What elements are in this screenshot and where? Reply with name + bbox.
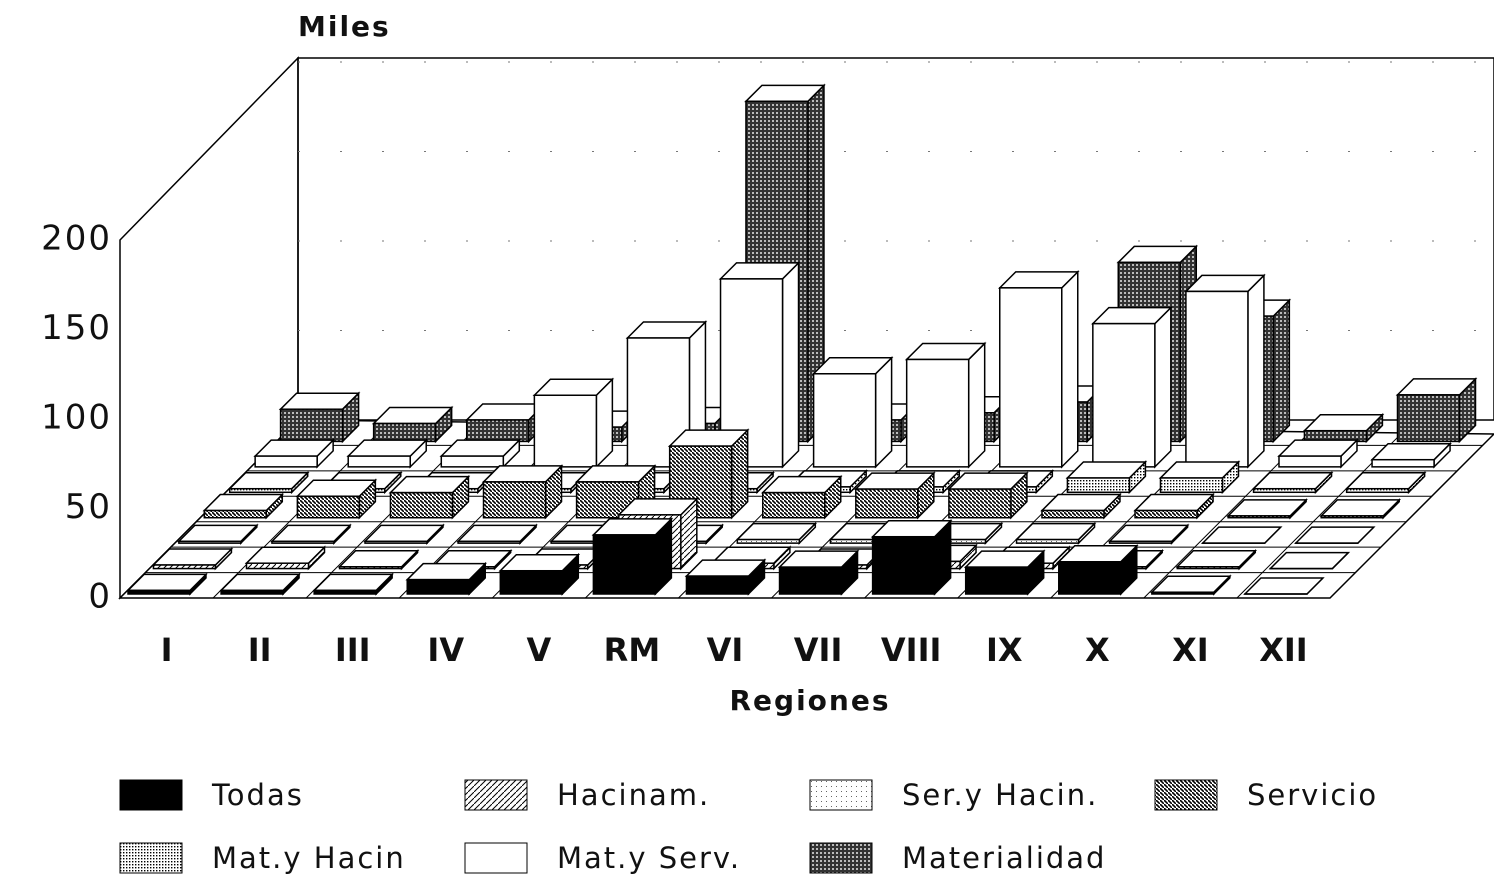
legend-label: Ser.y Hacin. <box>902 778 1098 812</box>
x-tick-label: VIII <box>881 631 941 669</box>
bar <box>126 572 208 596</box>
x-tick-label: II <box>248 631 272 669</box>
bar <box>346 438 429 469</box>
x-tick-label: V <box>526 631 551 669</box>
bar <box>760 474 843 520</box>
x-tick-label: VII <box>794 631 843 669</box>
bar <box>667 428 750 520</box>
legend-swatch <box>464 779 528 811</box>
legend-swatch <box>464 842 528 874</box>
bar <box>227 470 310 495</box>
bar <box>371 405 454 444</box>
bar <box>870 518 953 596</box>
bar <box>270 523 352 545</box>
legend-swatch <box>119 842 183 874</box>
legend-label: Todas <box>211 778 304 812</box>
bar <box>1395 377 1478 444</box>
bar <box>312 572 394 596</box>
bar <box>177 523 259 545</box>
x-tick-label: XI <box>1172 631 1209 669</box>
x-tick-label: VI <box>707 631 744 669</box>
bar <box>1268 551 1351 570</box>
bar <box>1175 548 1258 571</box>
bar <box>439 438 522 469</box>
y-tick-label: 50 <box>65 487 112 527</box>
bar <box>244 545 327 571</box>
bar <box>1158 460 1241 495</box>
bar <box>219 572 301 596</box>
bar <box>1370 441 1452 469</box>
bar <box>464 402 547 444</box>
bar <box>498 552 581 596</box>
legend-label: Mat.y Hacin <box>212 841 406 875</box>
y-tick-label: 0 <box>88 577 112 617</box>
bar <box>735 521 818 545</box>
bar <box>684 558 767 596</box>
legend-label: Hacinam. <box>557 778 710 812</box>
bar <box>1251 470 1334 495</box>
x-tick-label: IV <box>427 631 464 669</box>
y-tick-label: 200 <box>41 219 112 259</box>
bar <box>1056 543 1139 596</box>
legend-label: Servicio <box>1247 778 1378 812</box>
bar <box>1184 273 1266 469</box>
y-tick-label: 150 <box>41 308 112 348</box>
bar <box>904 341 987 469</box>
legend-swatch <box>1154 779 1218 811</box>
x-tick-label: XII <box>1259 631 1307 669</box>
legend-swatch <box>809 779 873 811</box>
bar <box>1014 521 1097 545</box>
bar <box>1319 498 1402 520</box>
bar <box>481 464 564 520</box>
x-tick-label: I <box>161 631 173 669</box>
bar <box>278 391 361 444</box>
y-axis-title: Miles <box>298 10 391 43</box>
bar <box>1065 460 1148 495</box>
bar <box>854 471 936 520</box>
bar <box>997 270 1080 469</box>
bar <box>363 523 445 545</box>
bar <box>295 478 378 520</box>
bar <box>1150 574 1232 596</box>
bar <box>405 561 488 596</box>
bar <box>963 549 1046 596</box>
bar <box>591 517 674 596</box>
bar <box>456 523 538 545</box>
bar <box>811 355 894 469</box>
bar <box>1040 492 1122 520</box>
bar <box>777 549 860 596</box>
bar <box>388 474 471 520</box>
bar <box>1243 577 1325 595</box>
x-tick-label: RM <box>604 631 660 669</box>
bar <box>202 492 285 520</box>
bar <box>947 471 1029 520</box>
y-tick-label: 100 <box>41 398 112 438</box>
bar <box>1226 498 1308 520</box>
x-tick-label: III <box>335 631 371 669</box>
bar <box>1091 305 1173 469</box>
bar <box>1133 492 1215 520</box>
legend-label: Mat.y Serv. <box>557 841 741 875</box>
x-tick-label: IX <box>986 631 1023 669</box>
x-axis-title: Regiones <box>729 684 890 717</box>
bar <box>1293 526 1376 544</box>
legend-label: Materialidad <box>902 841 1106 875</box>
bar <box>1344 470 1427 495</box>
bar <box>337 548 420 571</box>
bar <box>151 547 234 571</box>
bar <box>532 377 615 469</box>
bar <box>1107 523 1190 545</box>
back-wall <box>297 57 1494 421</box>
x-tick-label: X <box>1085 631 1110 669</box>
legend-swatch <box>119 779 183 811</box>
bar <box>1302 412 1385 444</box>
bar <box>1200 526 1283 544</box>
legend-swatch <box>809 842 873 874</box>
bar <box>253 438 335 469</box>
bar <box>1277 438 1359 469</box>
